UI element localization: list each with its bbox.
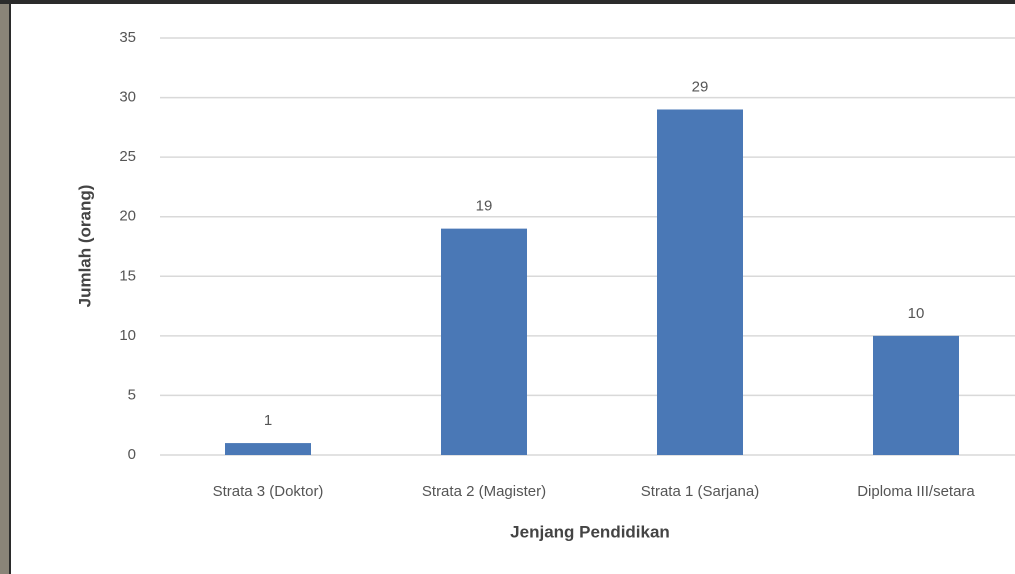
data-label: 1 <box>264 412 272 429</box>
frame-top <box>0 0 1015 4</box>
x-axis-title: Jenjang Pendidikan <box>510 522 670 541</box>
y-tick-label: 25 <box>119 148 136 165</box>
x-tick-label: Strata 1 (Sarjana) <box>641 483 759 500</box>
frame-edge <box>9 4 11 574</box>
x-tick-label: Strata 2 (Magister) <box>422 483 546 500</box>
y-tick-label: 0 <box>128 446 136 463</box>
y-tick-label: 10 <box>119 327 136 344</box>
data-label: 29 <box>692 78 709 95</box>
y-tick-label: 20 <box>119 208 136 225</box>
y-axis-title: Jumlah (orang) <box>75 185 94 308</box>
data-label: 10 <box>908 305 925 322</box>
bar <box>873 335 959 455</box>
x-tick-label: Diploma III/setara <box>857 483 975 500</box>
data-label: 19 <box>476 198 493 215</box>
y-tick-label: 35 <box>119 29 136 46</box>
bar <box>657 109 743 455</box>
y-tick-label: 30 <box>119 89 136 106</box>
x-tick-label: Strata 3 (Doktor) <box>213 483 324 500</box>
y-tick-label: 15 <box>119 267 136 284</box>
frame-left <box>0 0 9 574</box>
bar <box>441 228 527 455</box>
bar <box>225 443 311 455</box>
y-tick-label: 5 <box>128 386 136 403</box>
